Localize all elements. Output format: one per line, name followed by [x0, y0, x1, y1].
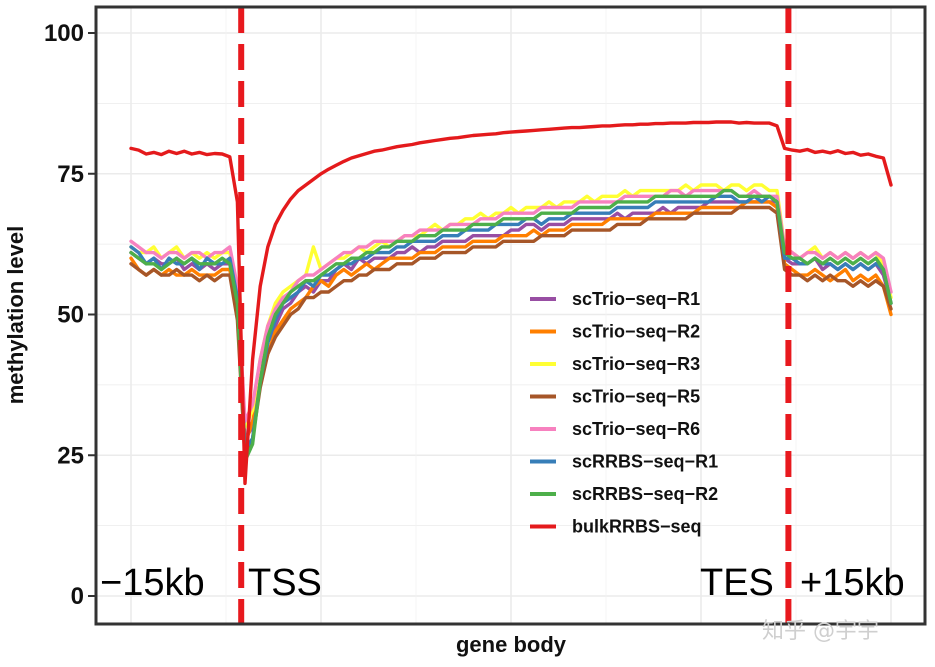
y-axis: 0 25 50 75 100	[44, 20, 96, 610]
region-label-tss: TSS	[248, 562, 322, 604]
y-axis-title: methylation level	[3, 226, 28, 405]
series-layer	[129, 120, 893, 486]
legend-label-2: scTrio−seq−R2	[572, 322, 700, 342]
series-line-8	[129, 120, 893, 486]
legend-label-1: scTrio−seq−R1	[572, 289, 700, 309]
y-tick-label: 25	[57, 442, 84, 469]
region-label-upstream: −15kb	[100, 562, 205, 604]
legend-label-5: scTrio−seq−R6	[572, 419, 700, 439]
legend-label-3: scTrio−seq−R3	[572, 354, 700, 374]
legend: scTrio−seq−R1 scTrio−seq−R2 scTrio−seq−R3 s…	[530, 289, 718, 537]
legend-label-4: scTrio−seq−R5	[572, 387, 700, 407]
legend-label-6: scRRBS−seq−R1	[572, 452, 718, 472]
region-label-downstream: +15kb	[800, 562, 905, 604]
legend-label-7: scRRBS−seq−R2	[572, 484, 718, 504]
y-tick-label: 100	[44, 20, 84, 47]
y-tick-label: 0	[71, 583, 84, 610]
y-tick-label: 50	[57, 302, 84, 329]
y-tick-label: 75	[57, 161, 84, 188]
watermark: 知乎 @宇宇	[762, 619, 879, 644]
x-axis-title: gene body	[456, 632, 567, 657]
vertical-markers	[238, 7, 792, 624]
grid	[96, 7, 925, 624]
legend-label-8: bulkRRBS−seq	[572, 517, 702, 537]
series-line-7	[129, 188, 893, 463]
region-label-tes: TES	[700, 562, 774, 604]
